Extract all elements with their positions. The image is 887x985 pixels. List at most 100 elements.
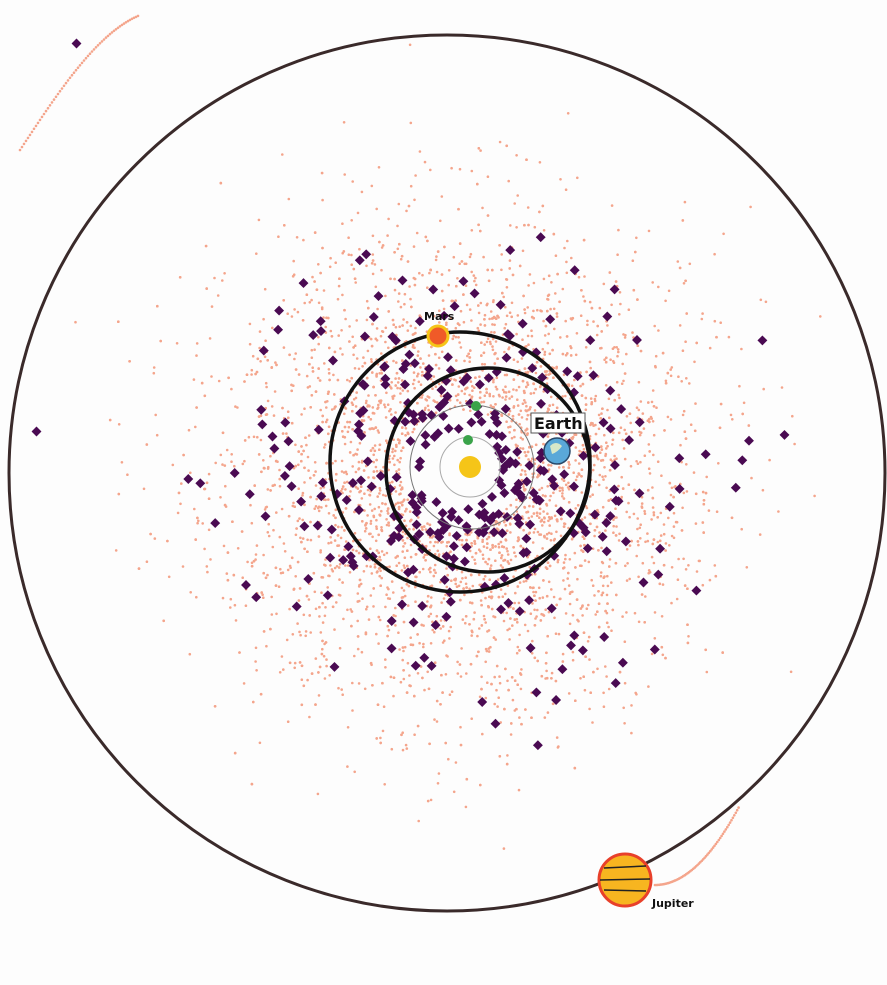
asteroid <box>730 516 734 520</box>
asteroid <box>298 517 301 520</box>
asteroid <box>431 387 434 391</box>
asteroid <box>355 319 359 322</box>
asteroid <box>354 405 358 408</box>
asteroid <box>634 691 637 695</box>
asteroid <box>480 400 483 404</box>
asteroid <box>561 287 565 291</box>
asteroid <box>445 323 448 327</box>
asteroid <box>518 264 522 268</box>
asteroid <box>400 449 403 453</box>
asteroid <box>372 460 376 464</box>
asteroid <box>336 544 339 547</box>
asteroid <box>454 761 458 764</box>
near-earth-object <box>411 507 422 518</box>
asteroid <box>496 357 499 361</box>
asteroid <box>672 495 675 499</box>
asteroid <box>512 388 515 391</box>
asteroid <box>459 675 463 678</box>
near-earth-object <box>313 424 324 435</box>
near-earth-object <box>359 331 370 342</box>
asteroid <box>403 542 407 545</box>
asteroid <box>294 464 298 468</box>
asteroid <box>601 475 604 479</box>
asteroid <box>333 539 337 542</box>
asteroid <box>674 485 677 488</box>
asteroid <box>515 651 519 655</box>
asteroid <box>470 573 473 577</box>
asteroid <box>305 443 308 447</box>
asteroid <box>507 179 511 183</box>
asteroid <box>397 292 401 295</box>
asteroid <box>316 792 320 796</box>
near-earth-object <box>420 439 431 450</box>
asteroid <box>576 577 579 581</box>
asteroid <box>274 459 278 463</box>
asteroid <box>393 288 397 292</box>
asteroid <box>635 554 638 558</box>
asteroid <box>685 312 688 315</box>
near-earth-object <box>420 430 431 441</box>
asteroid <box>527 458 530 461</box>
near-earth-object <box>357 379 368 390</box>
asteroid <box>385 391 388 395</box>
asteroid <box>554 504 558 508</box>
asteroid <box>286 312 290 316</box>
asteroid <box>221 431 225 435</box>
asteroid <box>714 574 718 578</box>
asteroid <box>145 443 149 446</box>
asteroid <box>593 529 597 532</box>
asteroid <box>458 167 462 171</box>
asteroid <box>221 463 224 466</box>
asteroid <box>383 403 386 407</box>
venus <box>471 401 481 411</box>
asteroid <box>495 387 499 391</box>
asteroid <box>605 621 609 625</box>
asteroid <box>486 562 489 566</box>
asteroid <box>374 394 377 397</box>
asteroid <box>549 307 552 311</box>
near-earth-object <box>572 371 583 382</box>
asteroid <box>254 660 257 663</box>
asteroid <box>423 408 427 412</box>
asteroid <box>420 623 424 627</box>
near-earth-object <box>496 480 507 491</box>
asteroid <box>114 549 118 552</box>
asteroid <box>640 502 644 505</box>
asteroid <box>625 548 629 551</box>
asteroid <box>636 540 640 543</box>
asteroid <box>398 460 402 464</box>
asteroid <box>372 385 375 389</box>
asteroid <box>372 605 375 608</box>
asteroid <box>396 555 399 558</box>
asteroid <box>519 544 523 548</box>
near-earth-object <box>491 430 502 440</box>
near-earth-object <box>566 640 576 651</box>
asteroid <box>371 253 375 256</box>
asteroid <box>526 510 530 514</box>
asteroid <box>761 488 765 492</box>
asteroid <box>392 694 395 698</box>
asteroid <box>368 558 371 562</box>
asteroid <box>516 683 519 686</box>
asteroid <box>721 651 724 654</box>
asteroid <box>611 438 615 442</box>
asteroid <box>547 516 551 519</box>
asteroid <box>126 19 130 23</box>
asteroid <box>614 561 618 565</box>
near-earth-objects <box>31 38 790 751</box>
asteroid <box>468 587 471 591</box>
asteroid <box>120 23 124 27</box>
asteroid <box>647 443 651 446</box>
asteroid <box>408 285 411 288</box>
asteroid <box>341 491 344 495</box>
asteroid <box>369 449 373 452</box>
asteroid <box>704 648 707 652</box>
near-earth-object <box>458 376 469 387</box>
asteroid <box>206 570 209 574</box>
asteroid <box>421 676 424 680</box>
asteroid <box>614 534 618 537</box>
asteroid <box>391 397 395 400</box>
asteroid <box>463 359 466 363</box>
asteroid <box>614 280 618 283</box>
near-earth-object <box>379 361 390 372</box>
